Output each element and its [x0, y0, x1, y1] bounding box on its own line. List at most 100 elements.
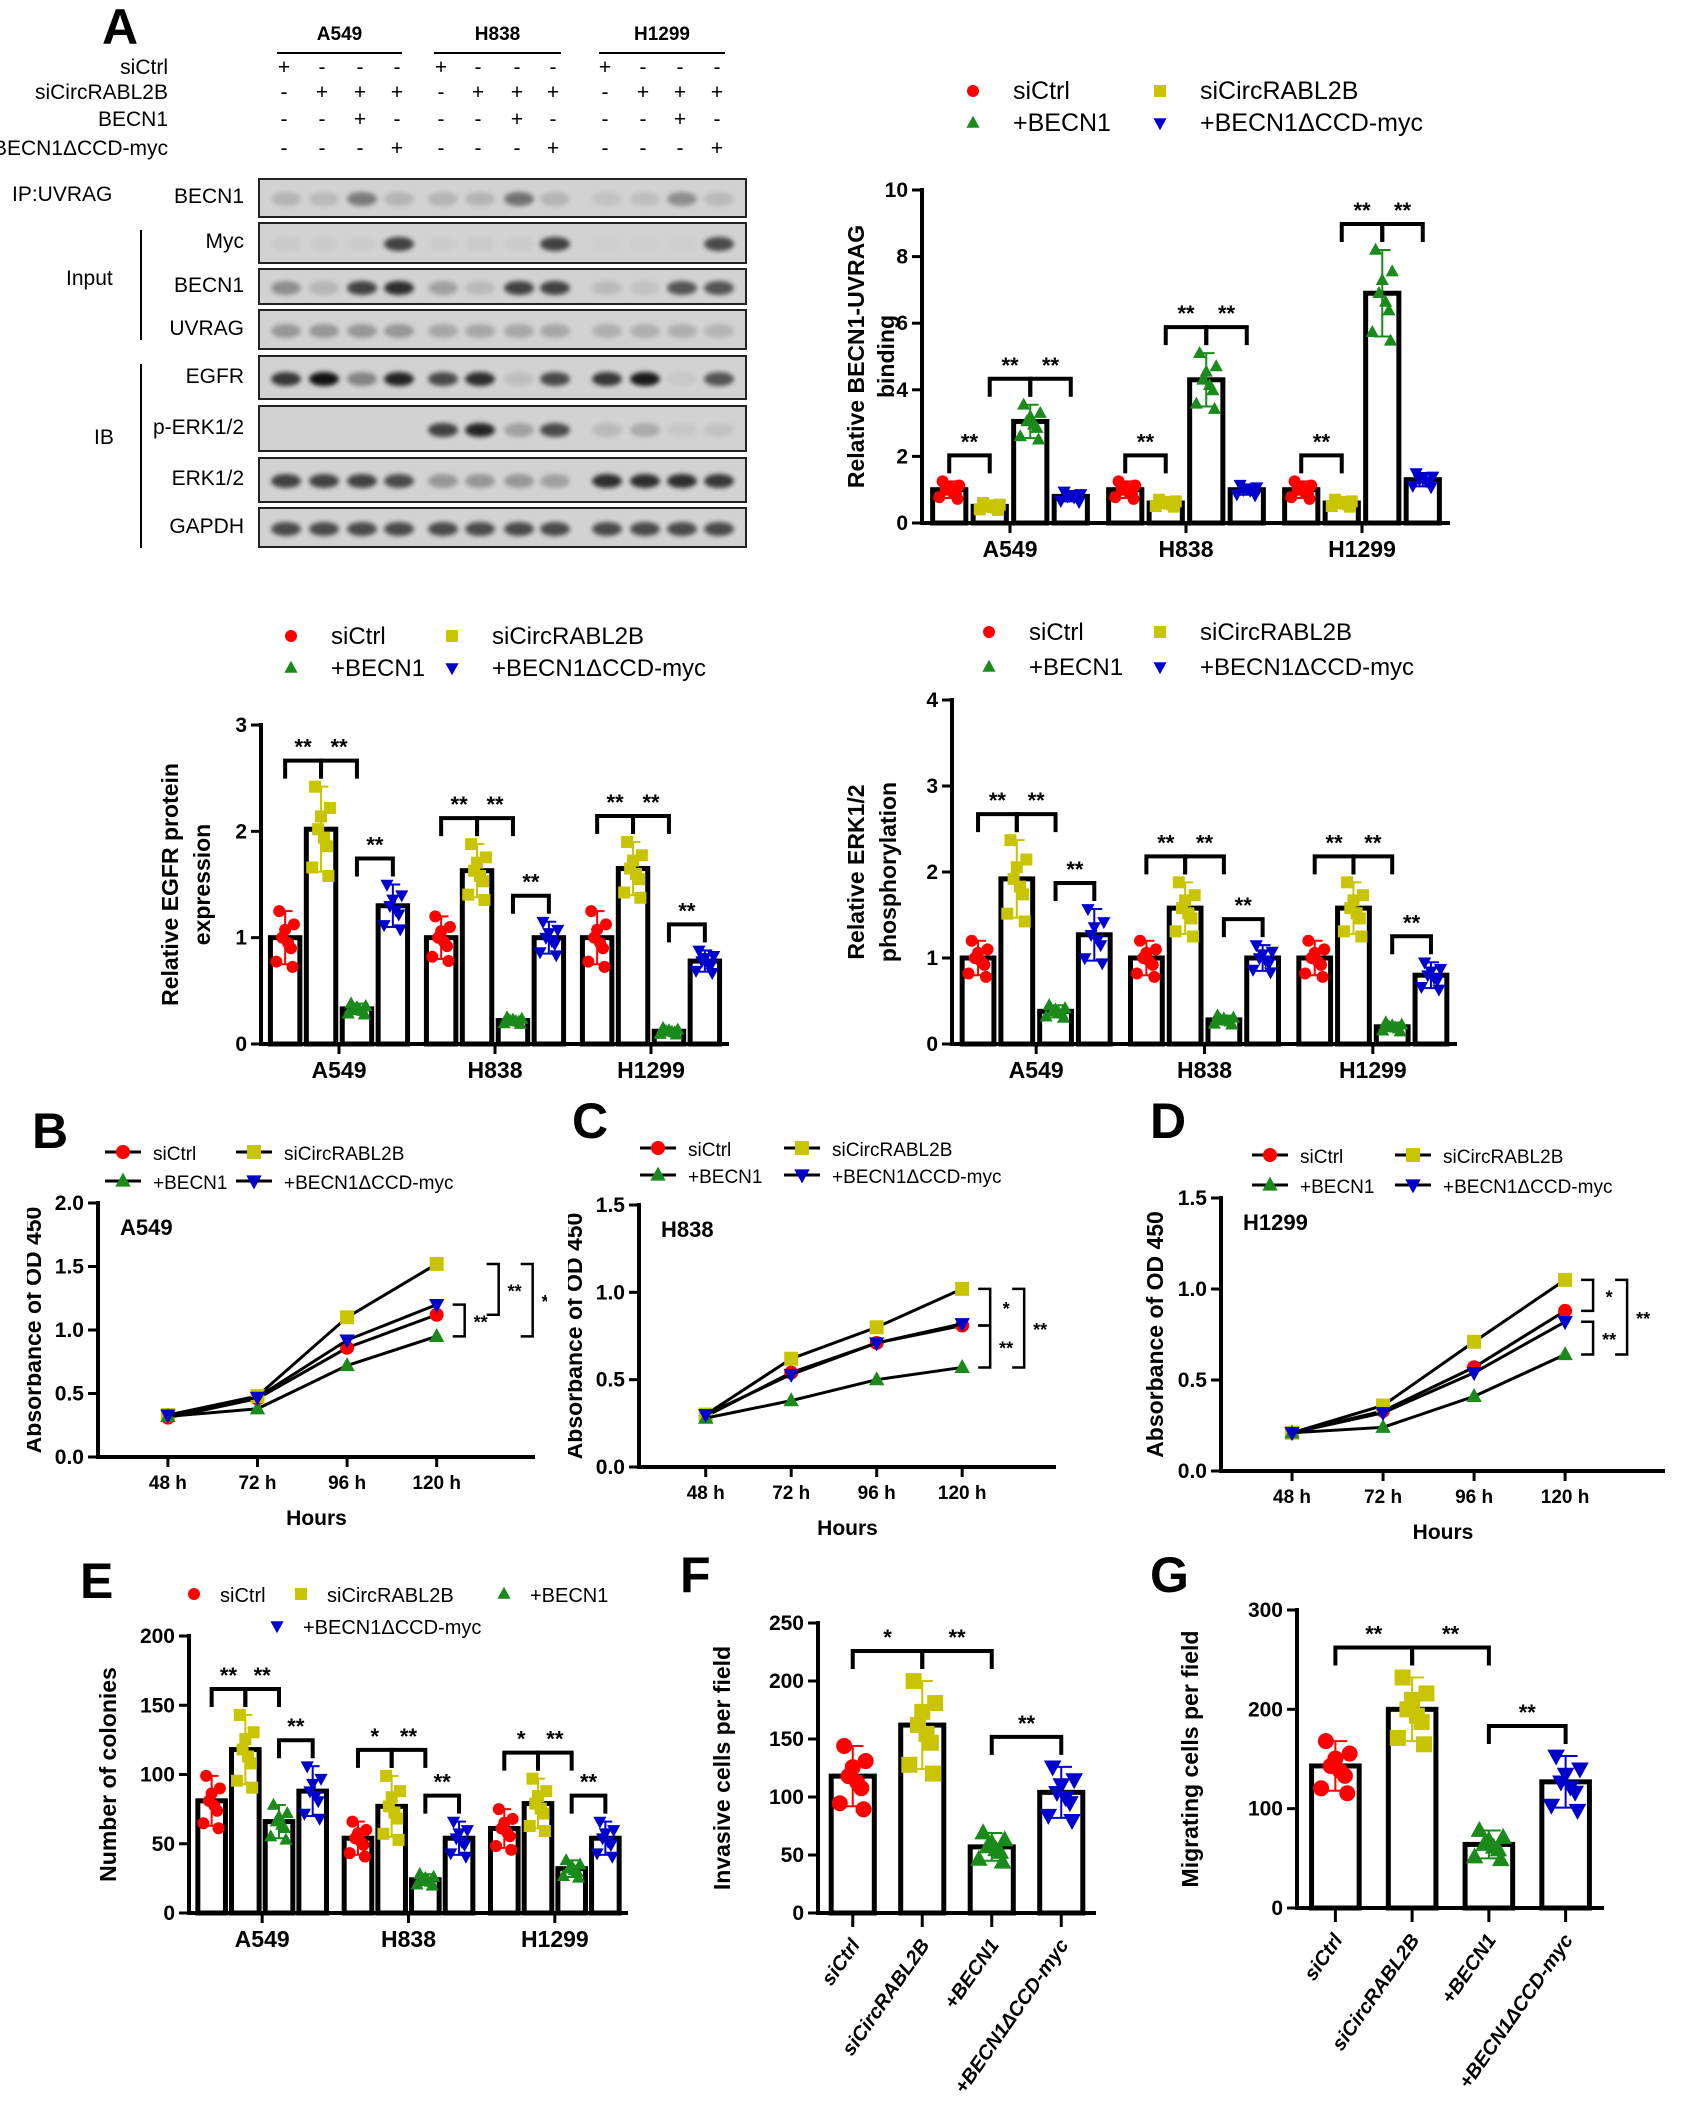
- significance-bracket: [535, 1750, 574, 1771]
- blot-band: [428, 280, 458, 295]
- y-axis-title: Absorbance of OD 450: [568, 1213, 587, 1460]
- significance-label: **: [434, 1770, 452, 1795]
- blot-band: [592, 422, 622, 437]
- colony-number-chart: 0 50 100 150 200 Number of colonies siCtrl siCi…: [80, 1551, 640, 1951]
- square-marker: [1013, 880, 1026, 893]
- significance-bracket: [1053, 880, 1097, 901]
- significance-bracket: [666, 922, 707, 943]
- blot-band: [428, 192, 458, 206]
- triangle-up-marker: [1466, 1387, 1482, 1402]
- becn1-uvrag-binding-chart: 0 2 4 6 8 10 Relative BECN1-UVRAG binding siCtrl…: [842, 74, 1462, 574]
- square-marker: [538, 1825, 551, 1838]
- triangle-up-marker: [1207, 1016, 1221, 1029]
- square-marker: [295, 1588, 307, 1600]
- y-tick-label: 0.0: [55, 1446, 84, 1469]
- x-tick-label: H1299: [1328, 536, 1396, 562]
- significance-label: *: [883, 1625, 892, 1650]
- triangle-down-marker: [445, 663, 459, 676]
- triangle-up-marker: [954, 1359, 970, 1374]
- y-tick-label: 4: [926, 689, 938, 712]
- y-tick-label: 2: [235, 820, 247, 843]
- blot-band: [465, 280, 495, 295]
- treatment-sign: -: [356, 56, 364, 79]
- square-marker: [242, 1750, 255, 1763]
- y-tick-label: 1.5: [55, 1256, 85, 1279]
- circle-marker: [967, 85, 979, 97]
- significance-bracket: [277, 1738, 315, 1759]
- chart-svg: 0 100 200 300 Migrating cells per field siCtr…: [1177, 1599, 1604, 2093]
- significance-label: **: [1519, 1700, 1537, 1725]
- significance-bracket: [1163, 325, 1209, 346]
- triangle-up-marker: [974, 1823, 992, 1840]
- blot-band: [465, 192, 495, 206]
- legend-label: siCircRABL2B: [1443, 1147, 1563, 1168]
- circle-marker: [1339, 1785, 1356, 1802]
- square-marker: [247, 1145, 261, 1159]
- circle-marker: [857, 1753, 874, 1770]
- blot-band: [540, 323, 570, 338]
- significance-label: **: [1018, 1711, 1036, 1736]
- blot-band: [630, 474, 660, 488]
- blot-row-label: p-ERK1/2: [152, 415, 244, 439]
- chart-title: H1299: [1243, 1210, 1308, 1235]
- blot-strip-becn1: [258, 178, 747, 218]
- square-marker: [1154, 85, 1166, 97]
- y-tick-label: 0.5: [596, 1369, 626, 1392]
- blot-row-label: BECN1: [173, 185, 244, 208]
- blot-row-label: BECN1: [173, 273, 244, 297]
- significance-label: **: [1001, 353, 1019, 378]
- blot-band: [384, 280, 414, 295]
- circle-marker: [598, 960, 611, 973]
- y-tick-label: 8: [896, 246, 908, 269]
- blot-band: [271, 323, 301, 338]
- triangle-down-marker: [536, 916, 550, 929]
- blot-band: [428, 323, 458, 338]
- legend-label: +BECN1: [1013, 109, 1111, 137]
- blot-band: [592, 280, 622, 295]
- blot-row-label: GAPDH: [169, 514, 244, 538]
- square-marker: [1355, 930, 1368, 943]
- legend-label: siCircRABL2B: [284, 1144, 404, 1165]
- series-line: [1291, 1278, 1566, 1435]
- blot-band: [630, 422, 660, 437]
- treatment-sign: +: [546, 81, 560, 104]
- y-axis-title: Absorbance of OD 450: [1143, 1211, 1168, 1458]
- triangle-down-marker: [1043, 1760, 1062, 1777]
- triangle-down-marker: [1466, 1367, 1482, 1382]
- blot-band: [540, 521, 570, 536]
- square-marker: [927, 1695, 944, 1712]
- triangle-up-marker: [1369, 242, 1383, 255]
- circle-marker: [1313, 1780, 1330, 1797]
- treatment-sign: -: [474, 56, 482, 79]
- circle-marker: [855, 1801, 872, 1818]
- legend-label: +BECN1: [530, 1585, 608, 1607]
- significance-label: **: [366, 833, 384, 858]
- significance-label: **: [1218, 301, 1236, 326]
- y-tick-label: 0: [1271, 1897, 1283, 1920]
- blot-band: [309, 237, 339, 251]
- triangle-down-marker: [1097, 917, 1111, 930]
- blot-band: [428, 371, 458, 386]
- triangle-down-marker: [1057, 486, 1071, 499]
- triangle-up-marker: [1056, 1010, 1071, 1023]
- chart-svg: 0.0 0.5 1.0 1.5 Absorbance of OD 450 siCtrl si…: [568, 1140, 1056, 1540]
- series-line: [1291, 1353, 1566, 1435]
- blot-row-label: ERK1/2: [171, 467, 244, 490]
- legend-label: +BECN1: [1300, 1177, 1374, 1198]
- triangle-down-marker: [533, 947, 547, 960]
- treatment-sign: -: [549, 56, 557, 79]
- triangle-down-marker: [1418, 957, 1432, 970]
- significance-bracket: [987, 376, 1033, 397]
- triangle-down-marker: [1153, 662, 1167, 675]
- blot-band: [271, 371, 301, 386]
- y-tick-label: 10: [885, 179, 908, 202]
- significance-label: **: [542, 1292, 547, 1312]
- treatment-sign: +: [353, 108, 367, 131]
- circle-marker: [1130, 967, 1143, 980]
- x-tick-label: 72 h: [238, 1473, 276, 1494]
- triangle-down-marker: [1078, 953, 1092, 966]
- y-tick-label: 1.0: [1178, 1278, 1207, 1301]
- panel-label-g: G: [1150, 1547, 1189, 1603]
- treatment-sign: -: [713, 108, 721, 131]
- treatment-sign: -: [474, 137, 482, 160]
